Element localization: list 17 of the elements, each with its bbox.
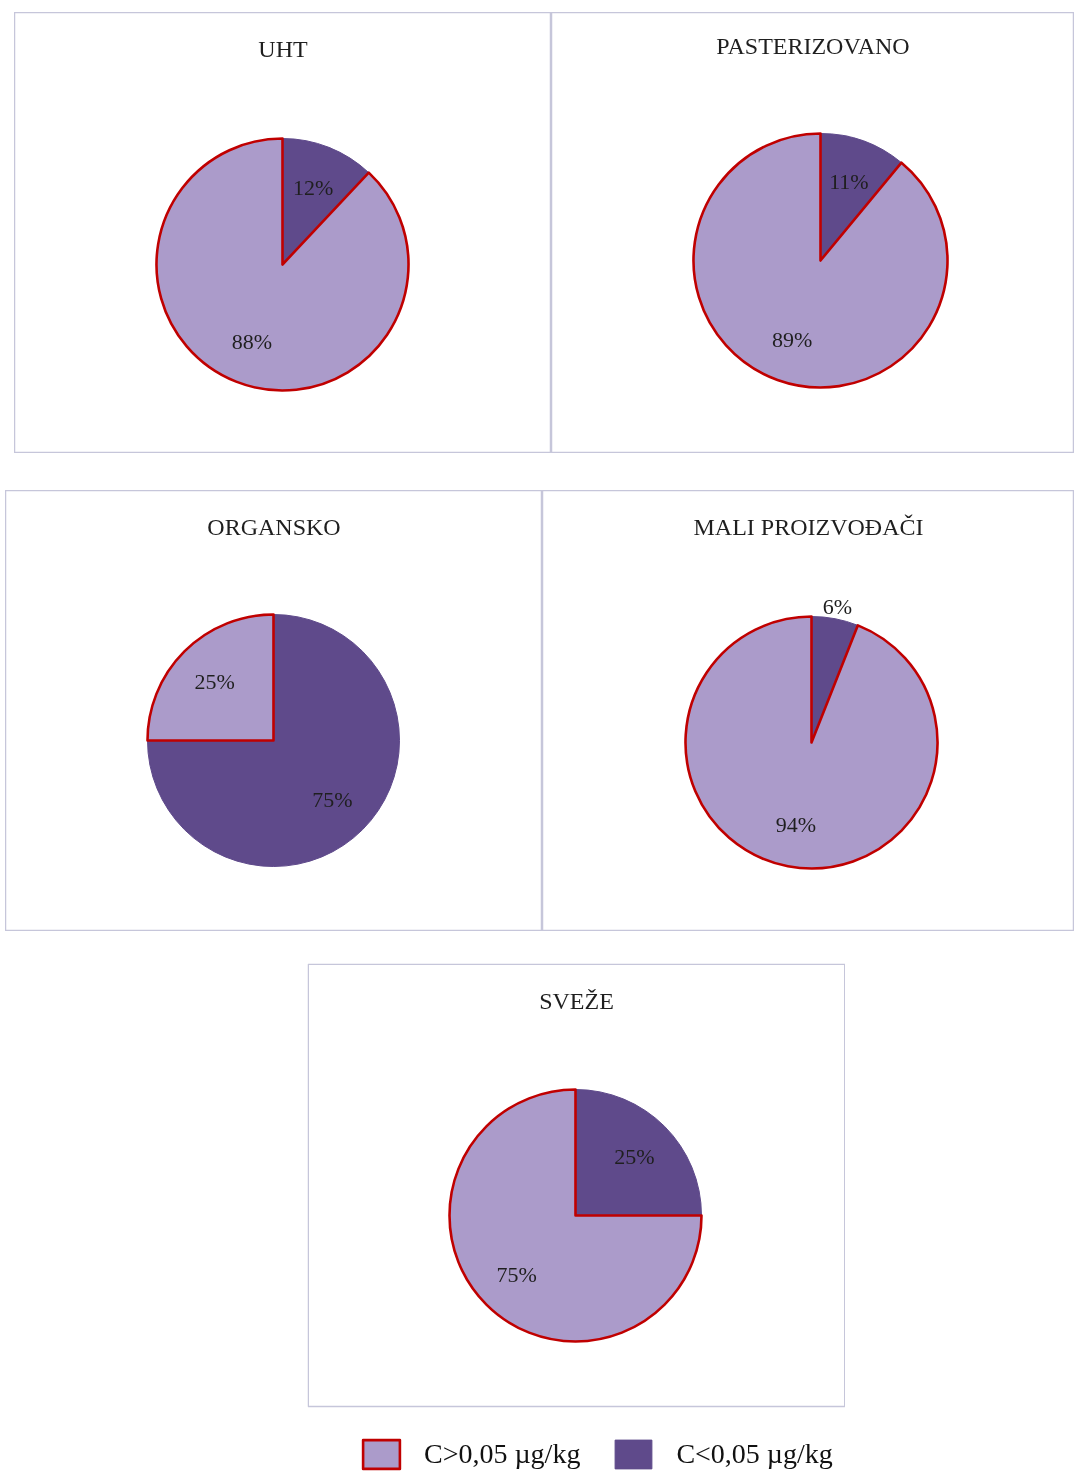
legend-label: C>0,05 µg/kg: [424, 1437, 581, 1471]
chart-title: UHT: [258, 35, 308, 62]
data-label: 88%: [231, 329, 273, 355]
data-label: 11%: [829, 169, 869, 195]
chart-title: MALI PROIZVOĐAČI: [693, 513, 924, 540]
legend-label: C<0,05 µg/kg: [676, 1437, 833, 1471]
data-label: 75%: [312, 786, 353, 812]
data-label: 6%: [822, 593, 853, 619]
data-label: 75%: [496, 1261, 537, 1287]
data-label: 12%: [292, 174, 334, 200]
data-label: 25%: [614, 1144, 655, 1170]
chart-title: SVEŽE: [539, 987, 614, 1014]
chart-title: ORGANSKO: [207, 513, 341, 540]
data-label: 94%: [775, 811, 817, 837]
chart-title: PASTERIZOVANO: [716, 32, 910, 59]
data-label: 89%: [771, 326, 813, 352]
data-label: 25%: [194, 669, 235, 695]
